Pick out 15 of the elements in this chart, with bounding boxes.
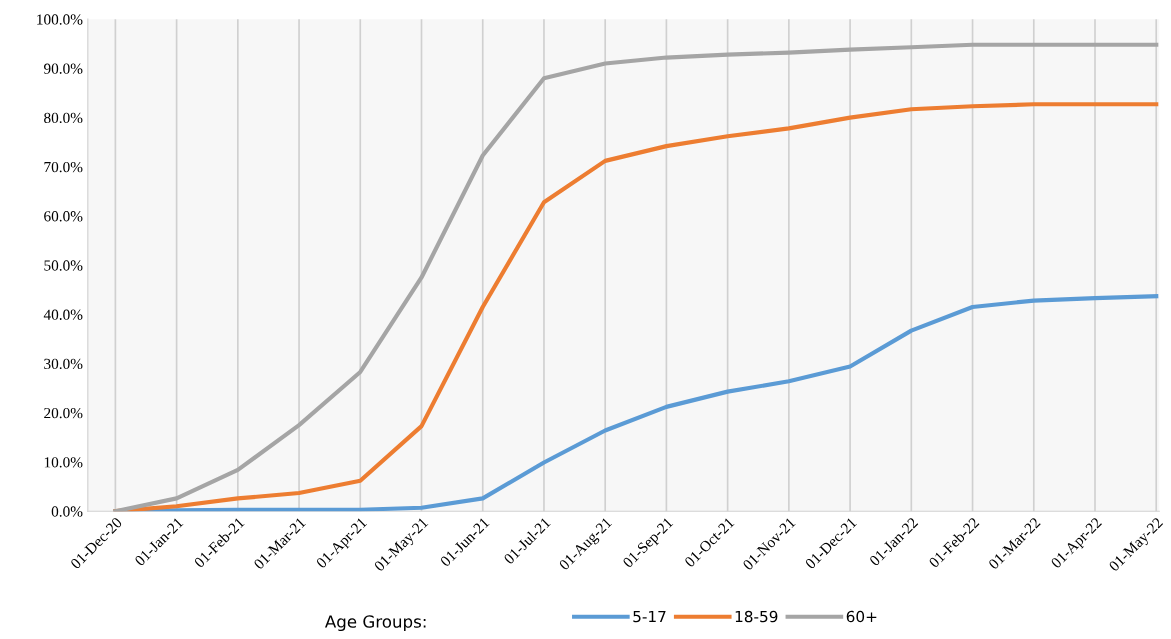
y-tick-label: 0.0% (51, 506, 83, 517)
y-tick-label: 20.0% (44, 407, 83, 419)
y-tick-label: 40.0% (43, 309, 83, 320)
legend-label: 60+ (846, 610, 877, 623)
y-tick-label: 80.0% (44, 112, 83, 124)
y-tick-label: 10.0% (44, 457, 83, 468)
y-tick-label: 70.0% (44, 161, 83, 173)
legend-label: 18-59 (735, 610, 778, 623)
y-tick-label: 100.0% (37, 14, 83, 25)
legend-title: Age Groups: (324, 615, 426, 632)
y-tick-label: 50.0% (44, 260, 83, 271)
y-tick-label: 90.0% (43, 63, 83, 74)
y-tick-label: 30.0% (44, 358, 83, 370)
legend-label: 5-17 (633, 610, 666, 623)
y-tick-label: 60.0% (44, 211, 83, 222)
